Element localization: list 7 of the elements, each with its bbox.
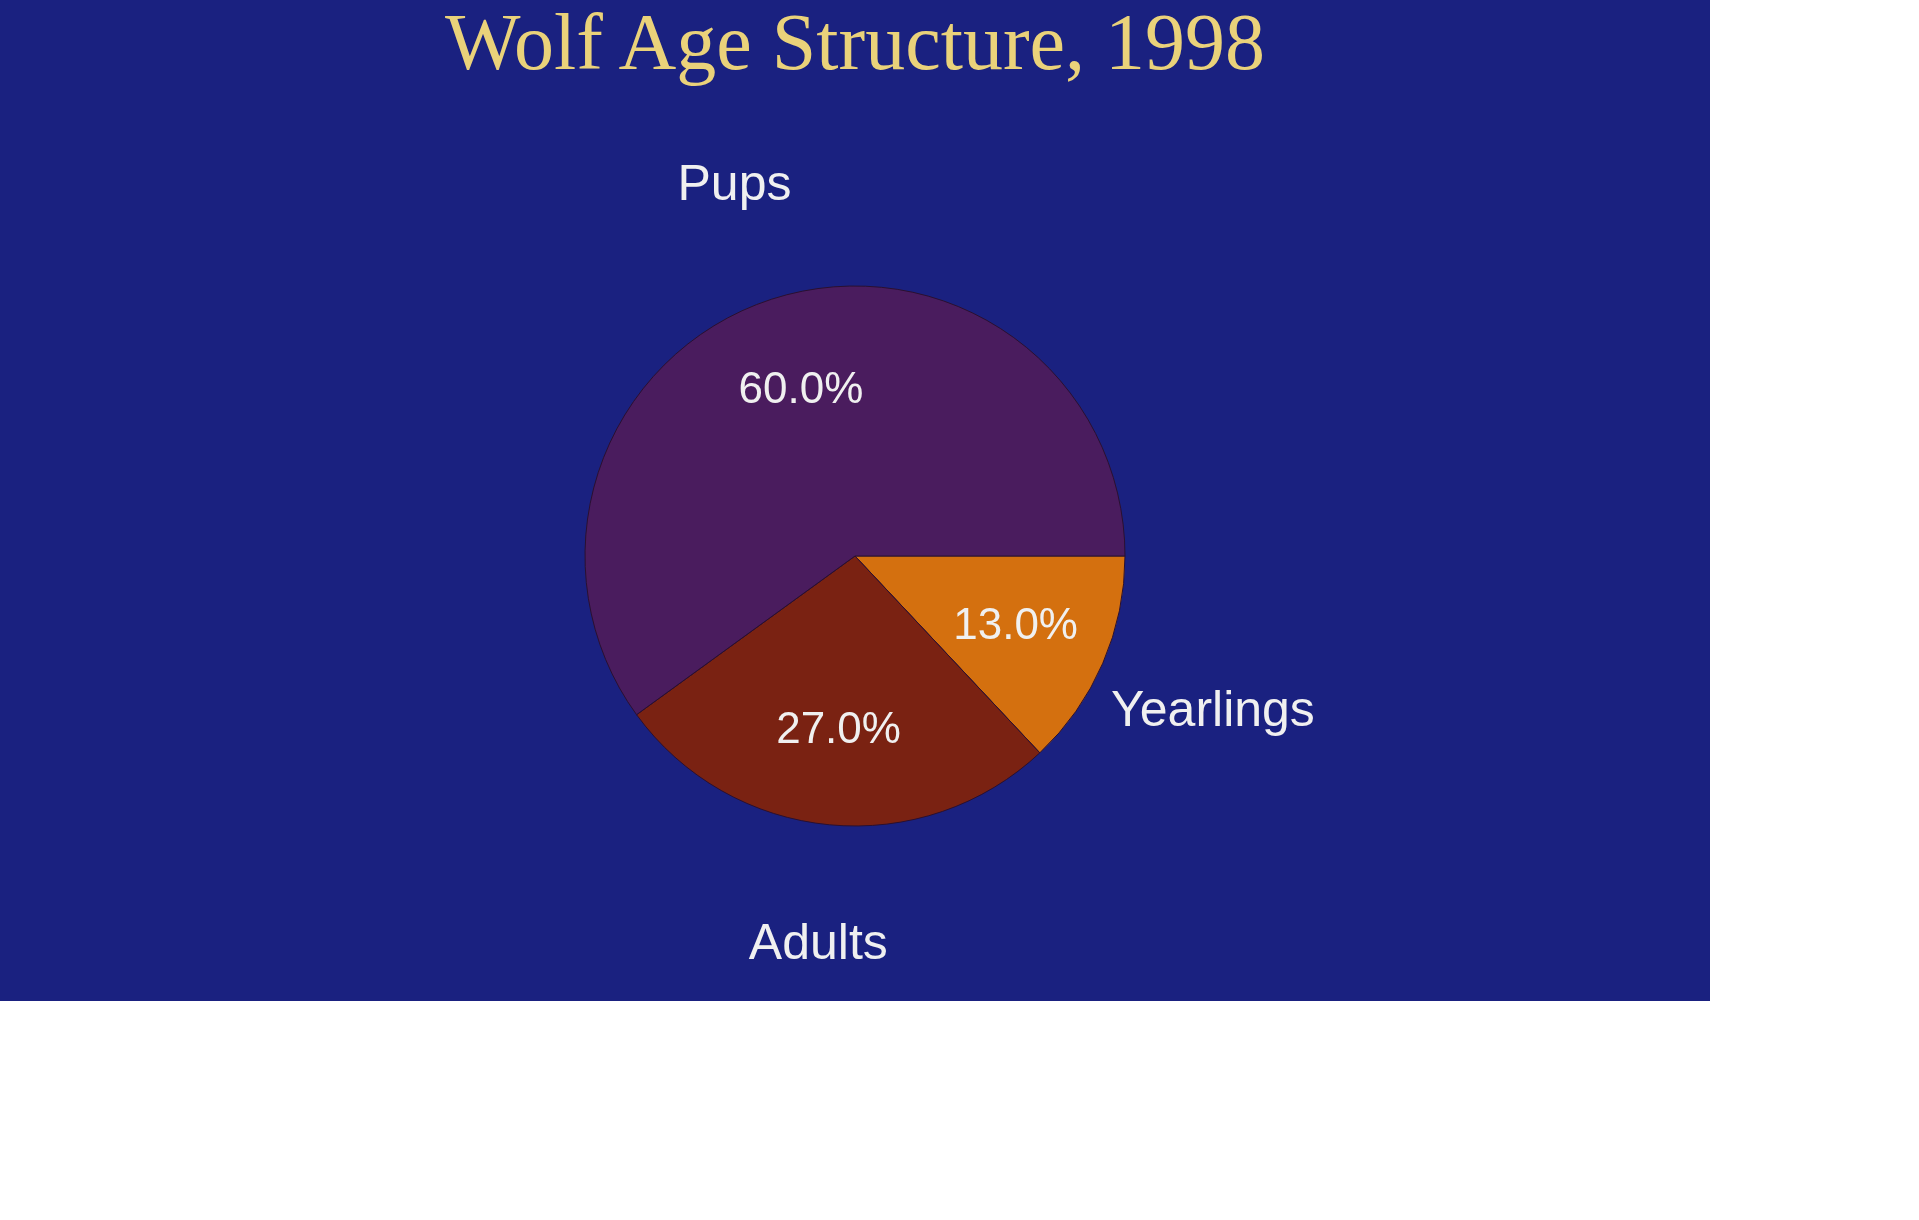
data-label: 27.0% — [776, 703, 901, 753]
data-label: 13.0% — [953, 598, 1078, 648]
chart-title: Wolf Age Structure, 1998 — [444, 0, 1266, 86]
data-label: 60.0% — [738, 362, 864, 412]
slice-label: Pups — [677, 155, 792, 212]
slice-label: Adults — [748, 914, 888, 971]
slice-label: Yearlings — [1110, 680, 1315, 737]
